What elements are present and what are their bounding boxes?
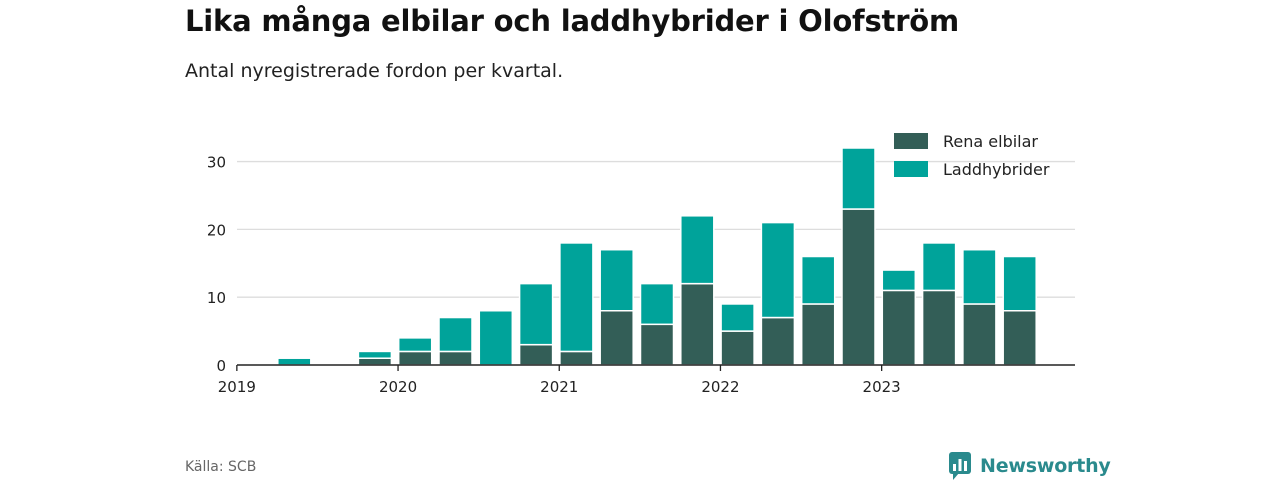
legend: Rena elbilar Laddhybrider xyxy=(894,132,1050,179)
bar-rena-elbilar-2022-q4 xyxy=(841,208,876,366)
chart-title: Lika många elbilar och laddhybrider i Ol… xyxy=(185,4,960,38)
bar-rena-elbilar-2020-q1 xyxy=(397,350,433,366)
y-tick-label: 0 xyxy=(216,357,226,375)
newsworthy-logo: Newsworthy xyxy=(948,451,1111,481)
legend-swatch xyxy=(894,161,928,177)
bar-laddhybrider-2020-q4 xyxy=(518,282,554,346)
legend-label: Laddhybrider xyxy=(943,160,1050,179)
bar-laddhybrider-2023-q1 xyxy=(881,269,917,292)
bar-rena-elbilar-2020-q4 xyxy=(518,343,554,366)
bar-laddhybrider-2020-q2 xyxy=(438,316,473,353)
x-tick-label: 2022 xyxy=(701,378,739,396)
x-tick-label: 2023 xyxy=(863,378,901,396)
chart-subtitle: Antal nyregistrerade fordon per kvartal. xyxy=(185,60,564,82)
bar-laddhybrider-2019-q4 xyxy=(357,350,393,359)
y-tick-label: 20 xyxy=(207,221,226,239)
bar-laddhybrider-2021-q4 xyxy=(680,215,715,285)
bar-rena-elbilar-2020-q2 xyxy=(438,350,473,366)
bar-laddhybrider-2022-q3 xyxy=(800,255,836,305)
x-tick-label: 2019 xyxy=(218,378,256,396)
bar-rena-elbilar-2021-q4 xyxy=(680,282,715,366)
y-tick-label: 10 xyxy=(207,289,226,307)
axes: 2019 2020 2021 2022 2023 xyxy=(218,364,1075,396)
bar-laddhybrider-2020-q1 xyxy=(397,337,433,353)
bar-laddhybrider-2020-q3 xyxy=(478,310,514,366)
bar-rena-elbilar-2023-q3 xyxy=(962,303,997,366)
bar-rena-elbilar-2022-q1 xyxy=(720,330,755,366)
newsworthy-logo-text: Newsworthy xyxy=(980,455,1111,477)
legend-label: Rena elbilar xyxy=(943,132,1038,151)
bar-rena-elbilar-2019-q4 xyxy=(357,357,393,366)
bar-laddhybrider-2022-q4 xyxy=(841,147,876,210)
bar-rena-elbilar-2023-q1 xyxy=(881,289,917,366)
bar-rena-elbilar-2021-q2 xyxy=(599,310,634,366)
x-tick-label: 2020 xyxy=(379,378,417,396)
bar-laddhybrider-2021-q3 xyxy=(639,282,675,326)
x-tick-label: 2021 xyxy=(540,378,578,396)
legend-swatch xyxy=(894,133,928,149)
bar-rena-elbilar-2023-q2 xyxy=(921,289,957,366)
newsworthy-logo-icon xyxy=(949,452,971,480)
bar-laddhybrider-2022-q1 xyxy=(720,303,755,332)
source-note: Källa: SCB xyxy=(185,459,257,475)
bar-laddhybrider-2022-q2 xyxy=(760,221,796,319)
bar-rena-elbilar-2021-q1 xyxy=(559,350,594,366)
bar-rena-elbilar-2022-q3 xyxy=(800,303,836,366)
bar-laddhybrider-2023-q2 xyxy=(921,242,957,292)
bar-laddhybrider-2021-q1 xyxy=(559,242,594,353)
bar-rena-elbilar-2021-q3 xyxy=(639,323,675,366)
stacked-bar-chart: 0 10 20 30 2019 2020 2021 2022 2023 Rena elbila… xyxy=(207,132,1075,396)
bar-laddhybrider-2023-q3 xyxy=(962,248,997,305)
bar-laddhybrider-2023-q4 xyxy=(1002,255,1037,312)
y-tick-label: 30 xyxy=(207,154,226,172)
bar-rena-elbilar-2023-q4 xyxy=(1002,310,1037,366)
bar-laddhybrider-2019-q2 xyxy=(277,357,312,366)
bar-rena-elbilar-2022-q2 xyxy=(760,316,796,366)
bar-laddhybrider-2021-q2 xyxy=(599,248,634,312)
bars xyxy=(277,147,1037,366)
